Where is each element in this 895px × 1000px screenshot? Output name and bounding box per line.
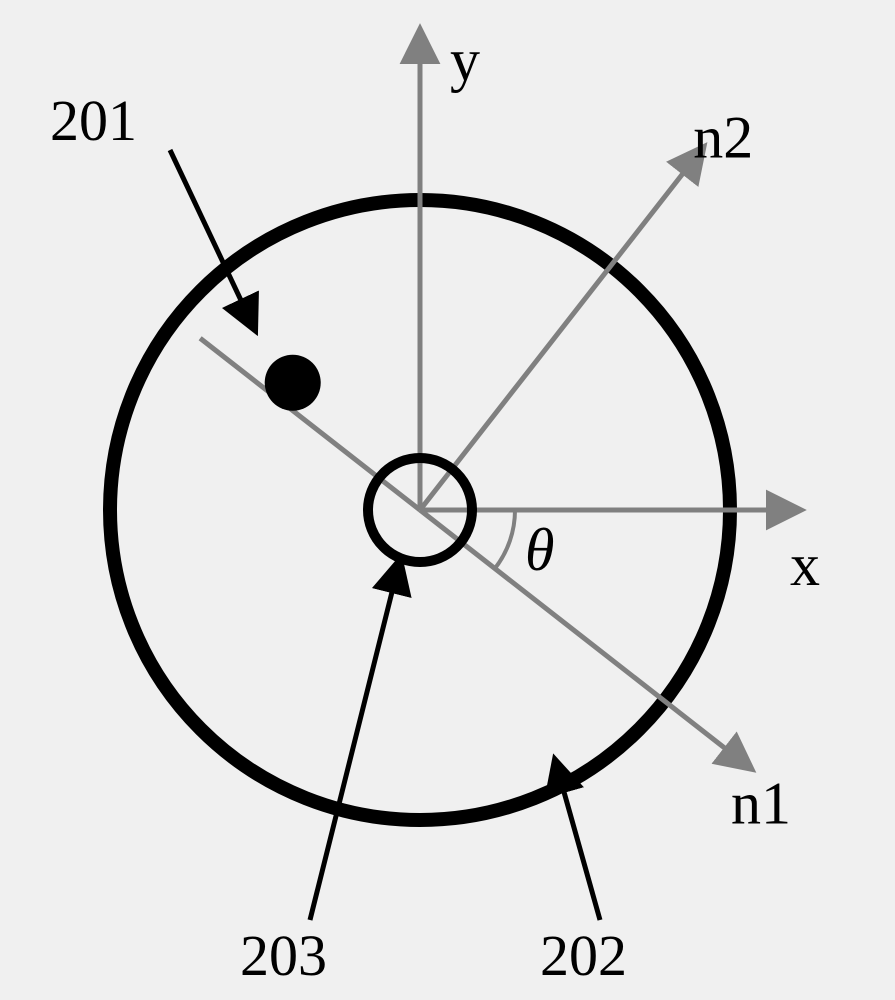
n1-label: n1 (731, 771, 791, 837)
ref-201: 201 (50, 88, 137, 153)
ref-202: 202 (540, 923, 627, 988)
n2-label: n2 (693, 105, 753, 171)
y-axis-label: y (450, 27, 480, 93)
marker-dot (265, 355, 321, 411)
theta-label: θ (525, 517, 554, 583)
ref-203: 203 (240, 923, 327, 988)
x-axis-label: x (790, 532, 820, 598)
